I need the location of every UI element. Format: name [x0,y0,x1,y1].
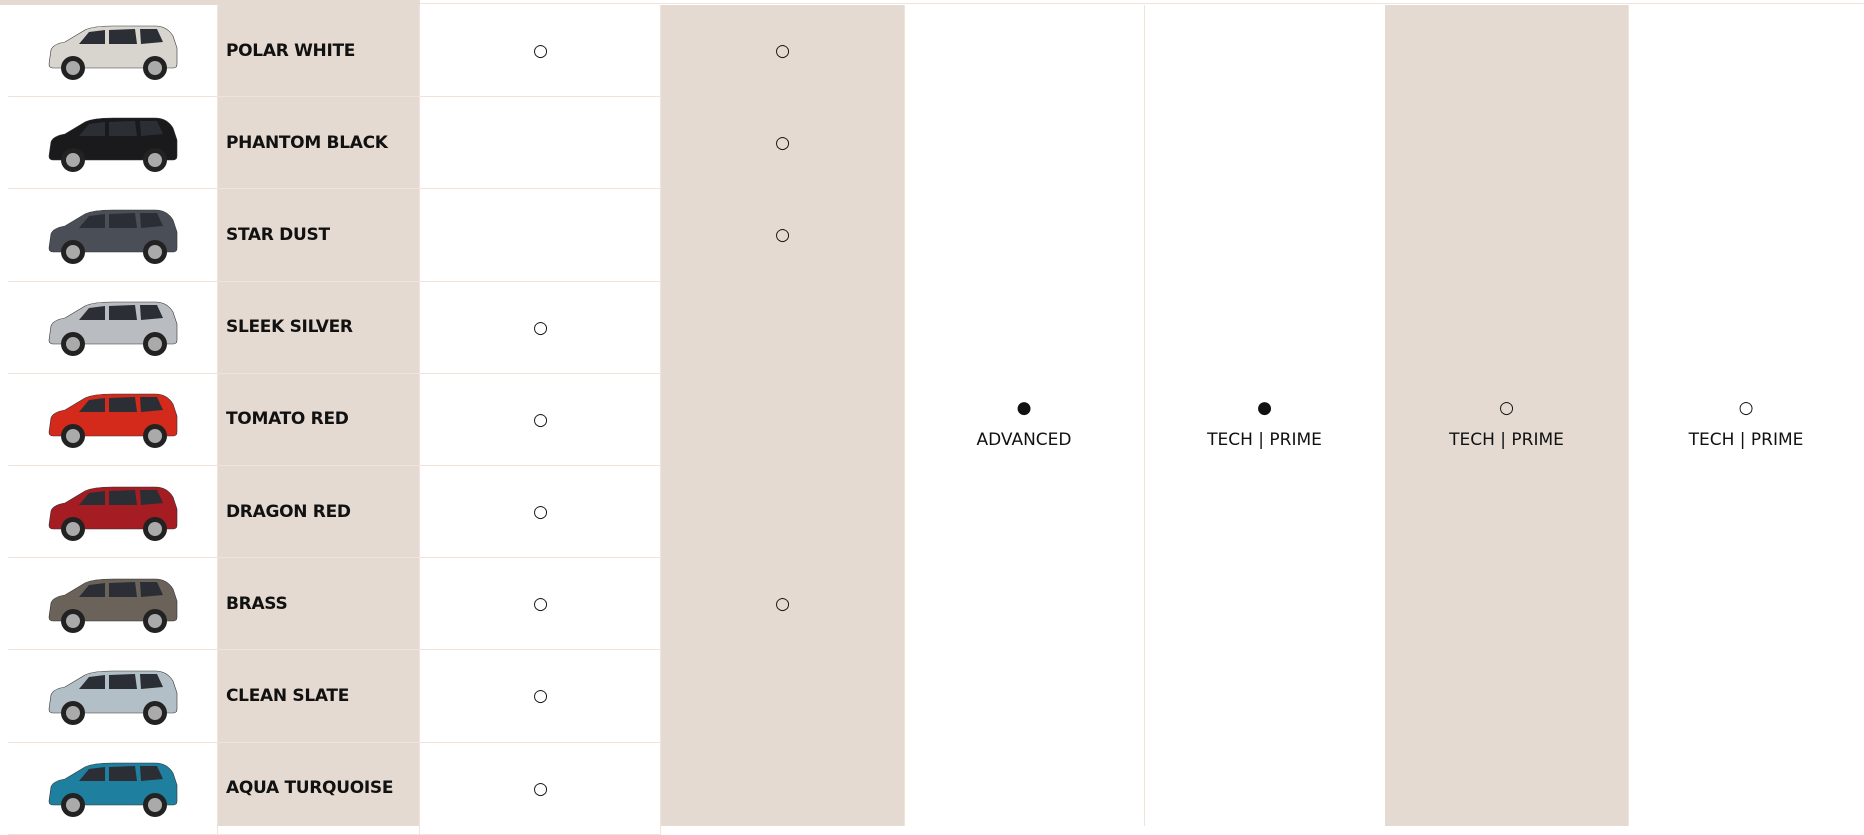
trim-mark: ○ [1385,396,1628,420]
option-mark: ○ [661,97,904,189]
car-image [43,202,183,268]
car-image-cell [8,558,218,650]
color-name: TOMATO RED [218,374,420,466]
trim-label: TECH | PRIME [1385,428,1628,452]
trim-label: TECH | PRIME [1628,428,1864,452]
trim-label: ADVANCED [904,428,1144,452]
top-line [420,3,1864,4]
car-image [43,755,183,821]
car-image [43,479,183,545]
color-name: AQUA TURQUOISE [218,743,420,835]
option-mark: ○ [420,650,661,742]
car-image-cell [8,743,218,835]
option-mark: ○ [420,558,661,650]
color-name: POLAR WHITE [218,5,420,97]
car-image [43,571,183,637]
page: POLAR WHITE○○ PHANTOM BLACK○ STAR DUST○ … [0,0,1864,826]
car-image [43,294,183,360]
trim-label: TECH | PRIME [1144,428,1385,452]
option-mark: ○ [661,5,904,97]
color-name: PHANTOM BLACK [218,97,420,189]
car-image-cell [8,5,218,97]
car-image [43,663,183,729]
car-image-cell [8,189,218,281]
color-name: STAR DUST [218,189,420,281]
color-name: SLEEK SILVER [218,282,420,374]
car-image [43,18,183,84]
option-mark: ○ [661,558,904,650]
option-mark: ○ [661,189,904,281]
color-name: CLEAN SLATE [218,650,420,742]
option-mark: ○ [420,743,661,835]
color-name: DRAGON RED [218,466,420,558]
trim-mark: ● [1144,396,1385,420]
car-image-cell [8,650,218,742]
car-image [43,110,183,176]
car-image-cell [8,466,218,558]
option-mark: ○ [420,5,661,97]
trim-mark: ● [904,396,1144,420]
car-image [43,386,183,452]
option-mark: ○ [420,282,661,374]
car-image-cell [8,282,218,374]
option-mark: ○ [420,466,661,558]
option-mark: ○ [420,374,661,466]
trim-mark: ○ [1628,396,1864,420]
option-cell [420,97,661,189]
color-name: BRASS [218,558,420,650]
car-image-cell [8,374,218,466]
car-image-cell [8,97,218,189]
option-cell [420,189,661,281]
